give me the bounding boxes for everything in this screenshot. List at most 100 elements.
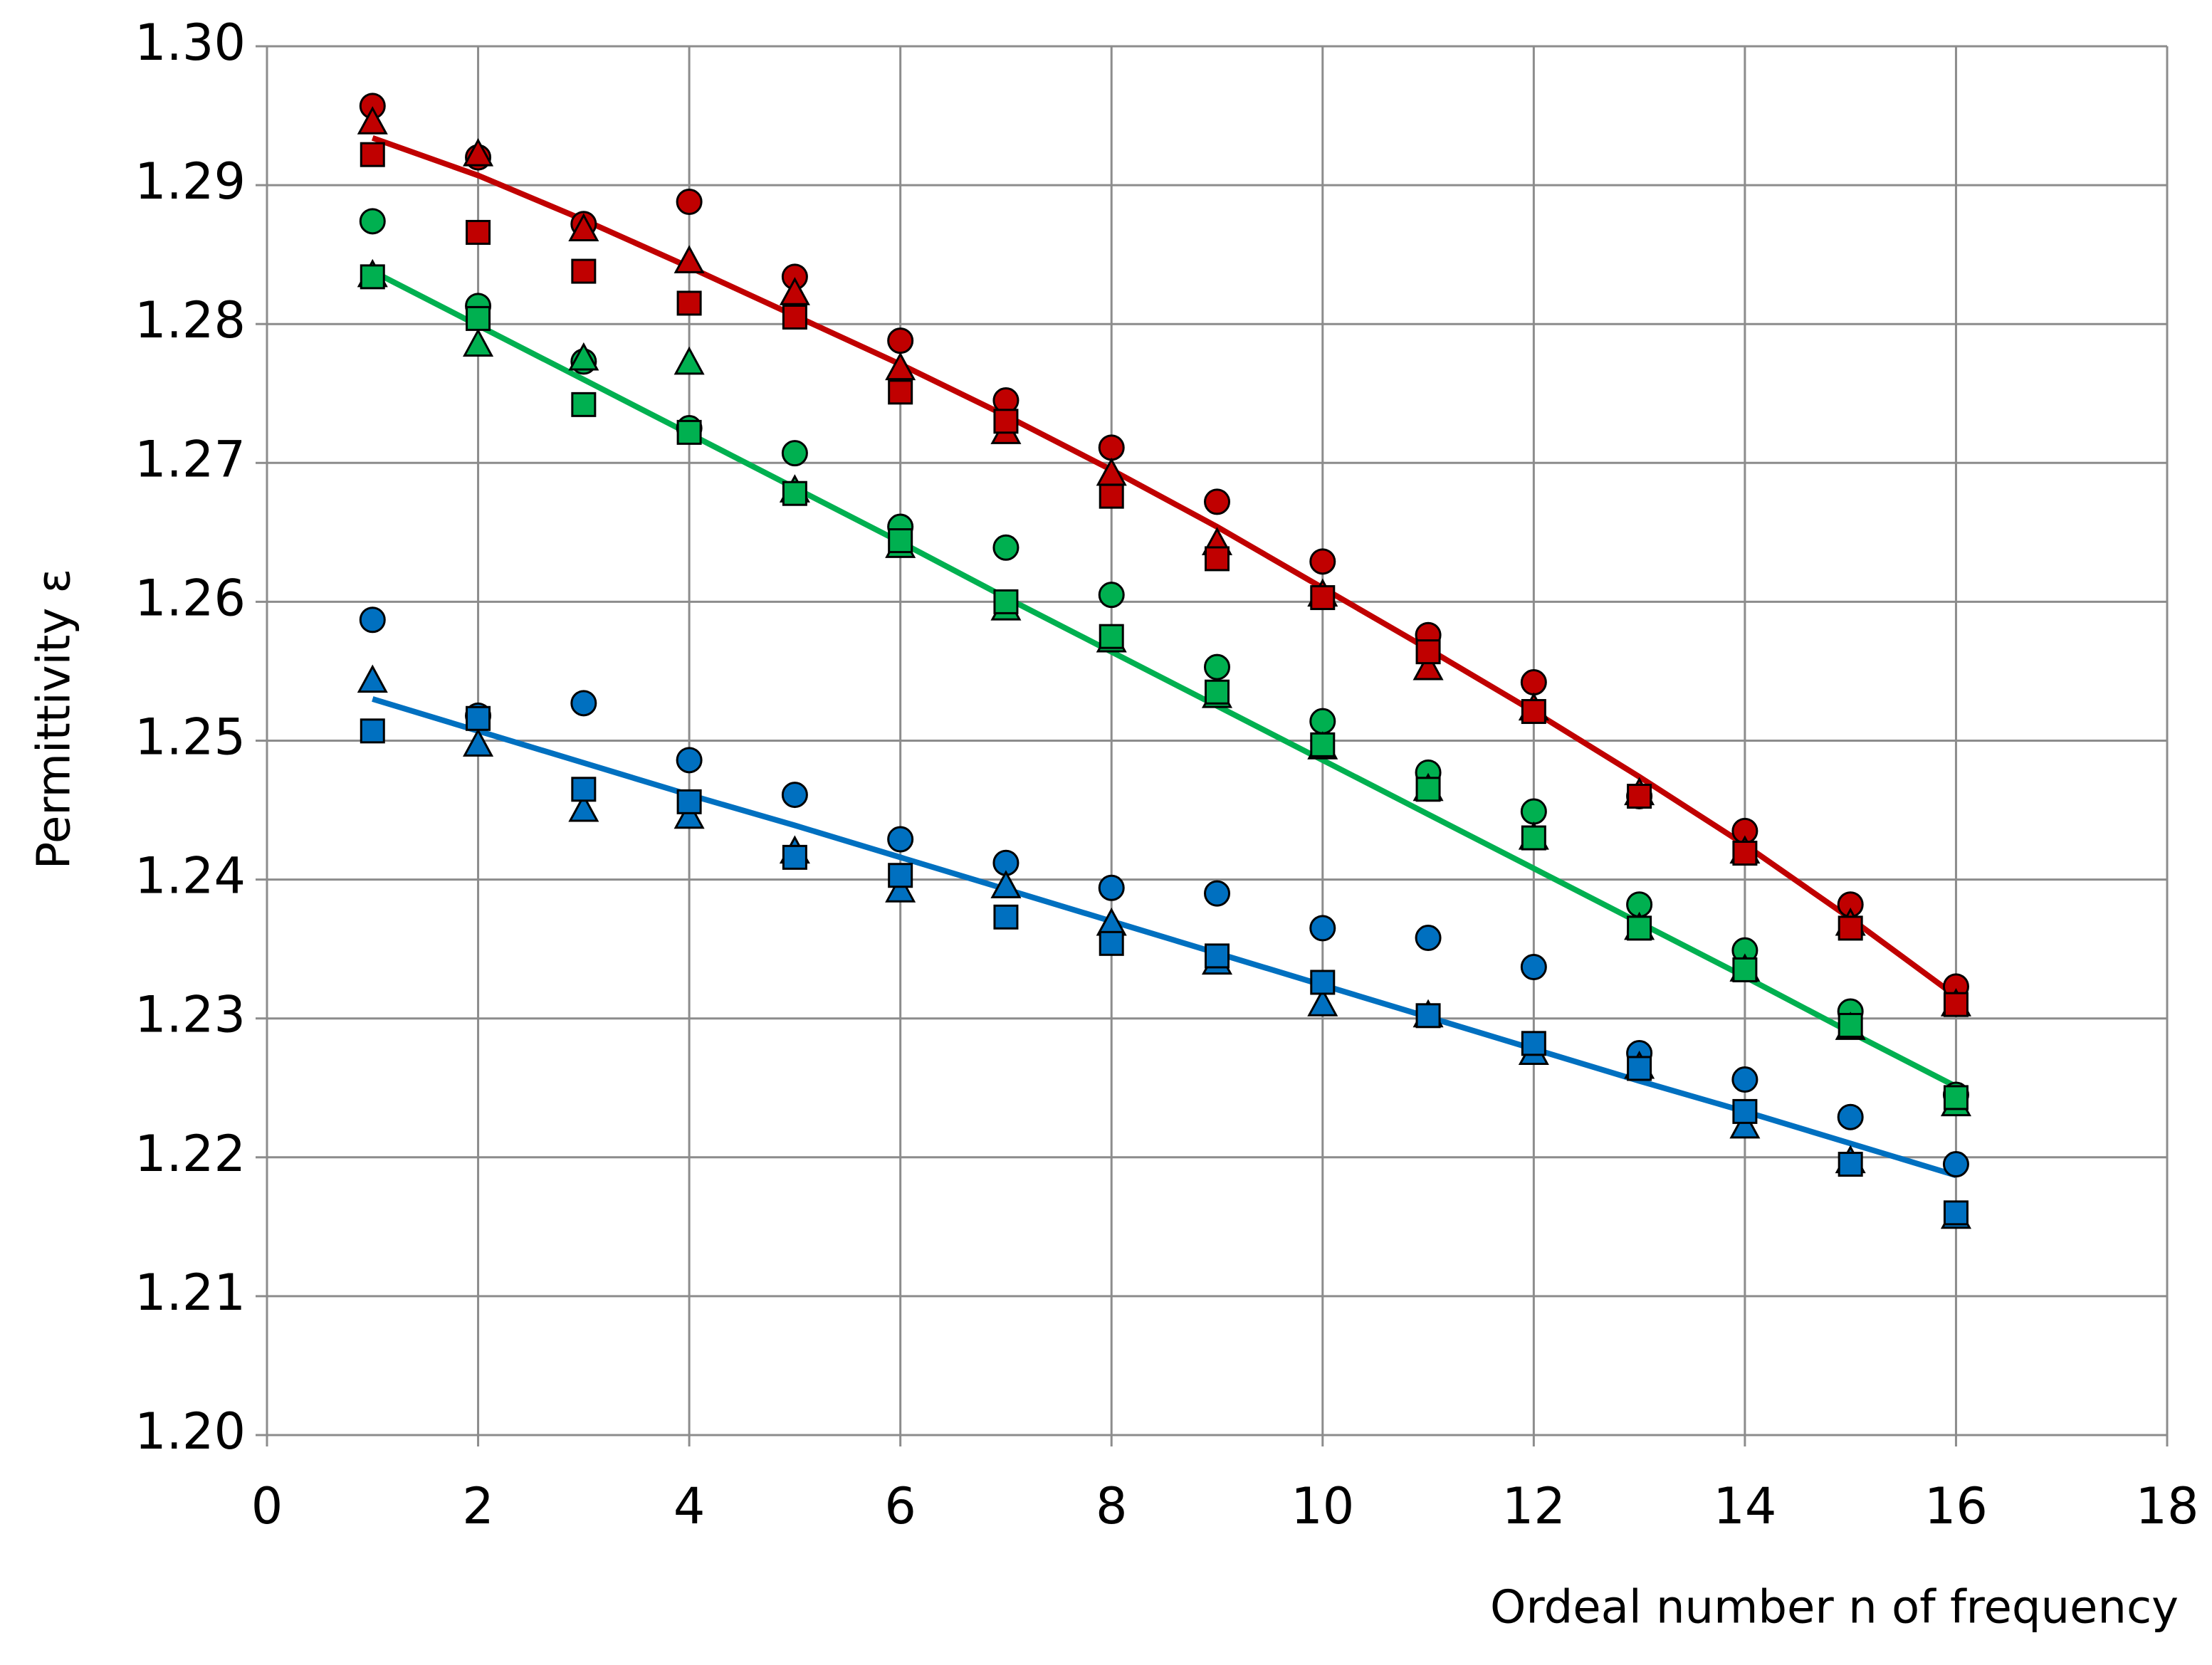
circle-marker <box>1098 582 1125 609</box>
square-marker <box>1943 1200 1969 1226</box>
square-marker <box>360 718 385 744</box>
triangle-marker <box>673 800 705 829</box>
triangle-marker <box>885 874 916 903</box>
circle-marker <box>359 606 386 634</box>
y-axis-title: Permittivity ε <box>28 569 81 870</box>
x-axis-title: Ordeal number n of frequency <box>1490 1582 2179 1634</box>
square-marker <box>1943 1085 1969 1110</box>
trend-line <box>372 696 1957 1178</box>
triangle-marker <box>568 793 599 822</box>
square-marker <box>571 777 597 802</box>
square-marker <box>676 789 702 814</box>
circle-marker <box>1837 1103 1864 1130</box>
square-marker <box>1099 483 1124 509</box>
circle-marker <box>676 189 703 216</box>
circle-marker <box>1415 925 1442 952</box>
grid <box>256 45 2169 1446</box>
square-marker <box>888 528 913 554</box>
square-marker <box>1205 679 1230 705</box>
square-marker <box>1099 930 1124 956</box>
circle-marker <box>1204 653 1230 681</box>
square-marker <box>782 844 807 870</box>
square-marker <box>1627 915 1652 941</box>
x-tick-label: 16 <box>1924 1477 1988 1535</box>
square-marker <box>1627 1056 1652 1081</box>
square-marker <box>571 258 597 284</box>
square-marker <box>466 705 491 731</box>
x-tick-label: 18 <box>2135 1477 2198 1535</box>
square-marker <box>1415 639 1441 665</box>
square-marker <box>1732 1098 1758 1124</box>
x-tick-label: 4 <box>673 1477 706 1535</box>
x-tick-label: 0 <box>251 1477 283 1535</box>
square-marker <box>1732 957 1758 982</box>
square-marker <box>1838 1012 1863 1038</box>
trend-lines <box>371 135 1958 1178</box>
circle-marker <box>1520 798 1547 825</box>
y-tick-label: 1.26 <box>135 569 246 627</box>
x-tick-label: 12 <box>1502 1477 1566 1535</box>
tick-labels: 1.20 1.21 1.22 1.23 1.24 1.25 1.26 1.27 1.28 1.29… <box>135 14 2198 1535</box>
triangle-marker <box>357 664 388 693</box>
square-marker <box>782 304 807 330</box>
square-marker <box>993 589 1019 614</box>
circle-marker <box>1942 1151 1969 1178</box>
circle-marker <box>1098 874 1125 901</box>
circle-marker <box>1309 708 1336 735</box>
circle-marker <box>359 208 386 235</box>
y-tick-label: 1.29 <box>135 152 246 211</box>
square-marker <box>993 409 1019 434</box>
square-marker <box>360 142 385 167</box>
circle-marker <box>781 440 808 467</box>
square-marker <box>1310 585 1336 611</box>
y-tick-label: 1.20 <box>135 1402 246 1461</box>
square-marker <box>1838 915 1863 941</box>
square-marker <box>466 219 491 245</box>
square-marker <box>676 290 702 316</box>
triangle-marker <box>673 245 705 273</box>
x-tick-label: 2 <box>462 1477 494 1535</box>
trend-line <box>371 135 1958 999</box>
triangle-marker <box>673 346 705 375</box>
y-tick-label: 1.22 <box>135 1125 246 1183</box>
y-tick-label: 1.21 <box>135 1264 246 1322</box>
triangle-marker <box>463 138 494 167</box>
y-tick-label: 1.27 <box>135 430 246 488</box>
circle-marker <box>676 747 703 774</box>
square-marker <box>1521 1031 1546 1056</box>
square-marker <box>1415 1003 1441 1029</box>
square-marker <box>676 419 702 445</box>
square-marker <box>571 392 597 417</box>
markers <box>357 93 1971 1229</box>
square-marker <box>1521 699 1546 725</box>
circle-marker <box>570 690 597 717</box>
square-marker <box>1205 546 1230 572</box>
square-marker <box>888 379 913 405</box>
y-tick-label: 1.24 <box>135 847 246 905</box>
y-tick-label: 1.28 <box>135 291 246 350</box>
circle-marker <box>1098 434 1125 461</box>
square-marker <box>782 480 807 506</box>
triangle-marker <box>568 342 599 371</box>
square-marker <box>1838 1152 1863 1177</box>
x-tick-label: 10 <box>1291 1477 1354 1535</box>
circle-marker <box>887 826 914 853</box>
square-marker <box>360 264 385 290</box>
triangle-marker <box>463 728 494 757</box>
circle-marker <box>1204 488 1230 515</box>
circle-marker <box>1520 954 1547 981</box>
y-tick-label: 1.25 <box>135 708 246 767</box>
circle-marker <box>1309 915 1336 942</box>
triangle-marker <box>779 277 810 305</box>
square-marker <box>1205 943 1230 969</box>
circle-marker <box>992 534 1019 561</box>
square-marker <box>1521 825 1546 851</box>
circle-marker <box>1731 1066 1758 1093</box>
square-marker <box>993 904 1019 930</box>
triangle-marker <box>1729 1110 1761 1139</box>
circle-marker <box>1309 548 1336 575</box>
y-tick-label: 1.30 <box>135 14 246 72</box>
trend-line <box>371 268 1958 1089</box>
